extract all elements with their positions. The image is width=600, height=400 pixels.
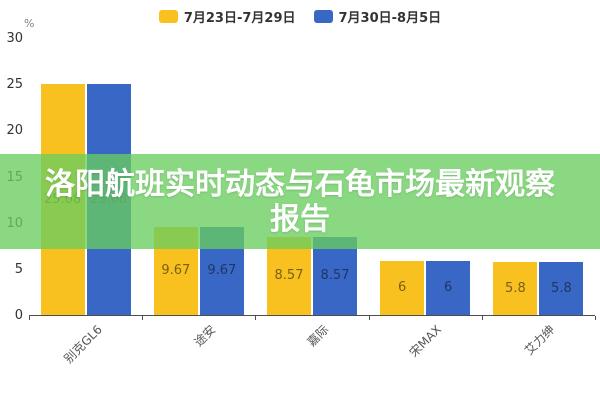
bar-series2-嘉际[interactable]: [313, 236, 357, 316]
y-axis-tick-label: 25: [6, 77, 23, 93]
bar-series1-嘉际[interactable]: [267, 236, 311, 316]
x-axis-tick: [29, 316, 30, 320]
legend-label-week2: 7月30日-8月5日: [338, 11, 442, 26]
bar-value-label: 9.67: [161, 263, 191, 279]
x-axis-category-label[interactable]: 别克GL6: [61, 322, 105, 366]
y-axis-tick-label: 20: [6, 123, 23, 139]
legend-swatch-week2: [313, 10, 333, 23]
x-axis-category-label[interactable]: 宋MAX: [407, 322, 445, 360]
bar-value-label: 5.8: [505, 281, 526, 297]
legend: 7月23日-7月29日 7月30日-8月5日: [0, 7, 600, 26]
x-axis-tick: [368, 316, 370, 320]
x-axis-tick: [481, 316, 483, 320]
y-axis-unit-label: %: [24, 17, 35, 30]
banner-title-line2: 报告: [270, 201, 330, 237]
legend-swatch-week1: [158, 10, 178, 23]
bar-value-label: 8.57: [274, 268, 304, 284]
bar-series2-艾力绅[interactable]: [539, 262, 584, 316]
y-axis-tick-label: 5: [14, 261, 23, 277]
legend-item-week2[interactable]: 7月30日-8月5日: [313, 7, 442, 26]
bar-series1-艾力绅[interactable]: [493, 262, 538, 316]
x-axis-tick: [142, 316, 144, 320]
y-axis-tick-label: 0: [14, 308, 23, 323]
legend-label-week1: 7月23日-7月29日: [183, 11, 296, 26]
bar-series2-宋MAX[interactable]: [426, 260, 471, 316]
x-axis-category-label[interactable]: 途安: [191, 322, 219, 350]
y-axis-tick-label: 30: [6, 31, 23, 46]
legend-item-week1[interactable]: 7月23日-7月29日: [158, 7, 296, 26]
bar-value-label: 8.57: [320, 268, 350, 284]
banner-title-line1: 洛阳航班实时动态与石龟市场最新观察: [45, 166, 555, 202]
watermark-banner: 洛阳航班实时动态与石龟市场最新观察 报告: [0, 154, 600, 249]
bar-value-label: 6: [444, 280, 453, 296]
x-axis-tick: [255, 316, 257, 320]
bar-series1-宋MAX[interactable]: [380, 260, 425, 316]
bar-value-label: 5.8: [551, 281, 572, 297]
bar-value-label: 9.67: [207, 263, 237, 279]
x-axis-category-label[interactable]: 嘉际: [304, 322, 332, 350]
x-axis-category-label[interactable]: 艾力绅: [522, 322, 558, 358]
x-axis-line: [29, 315, 595, 316]
bar-value-label: 6: [398, 280, 407, 296]
x-axis-tick: [595, 316, 596, 320]
